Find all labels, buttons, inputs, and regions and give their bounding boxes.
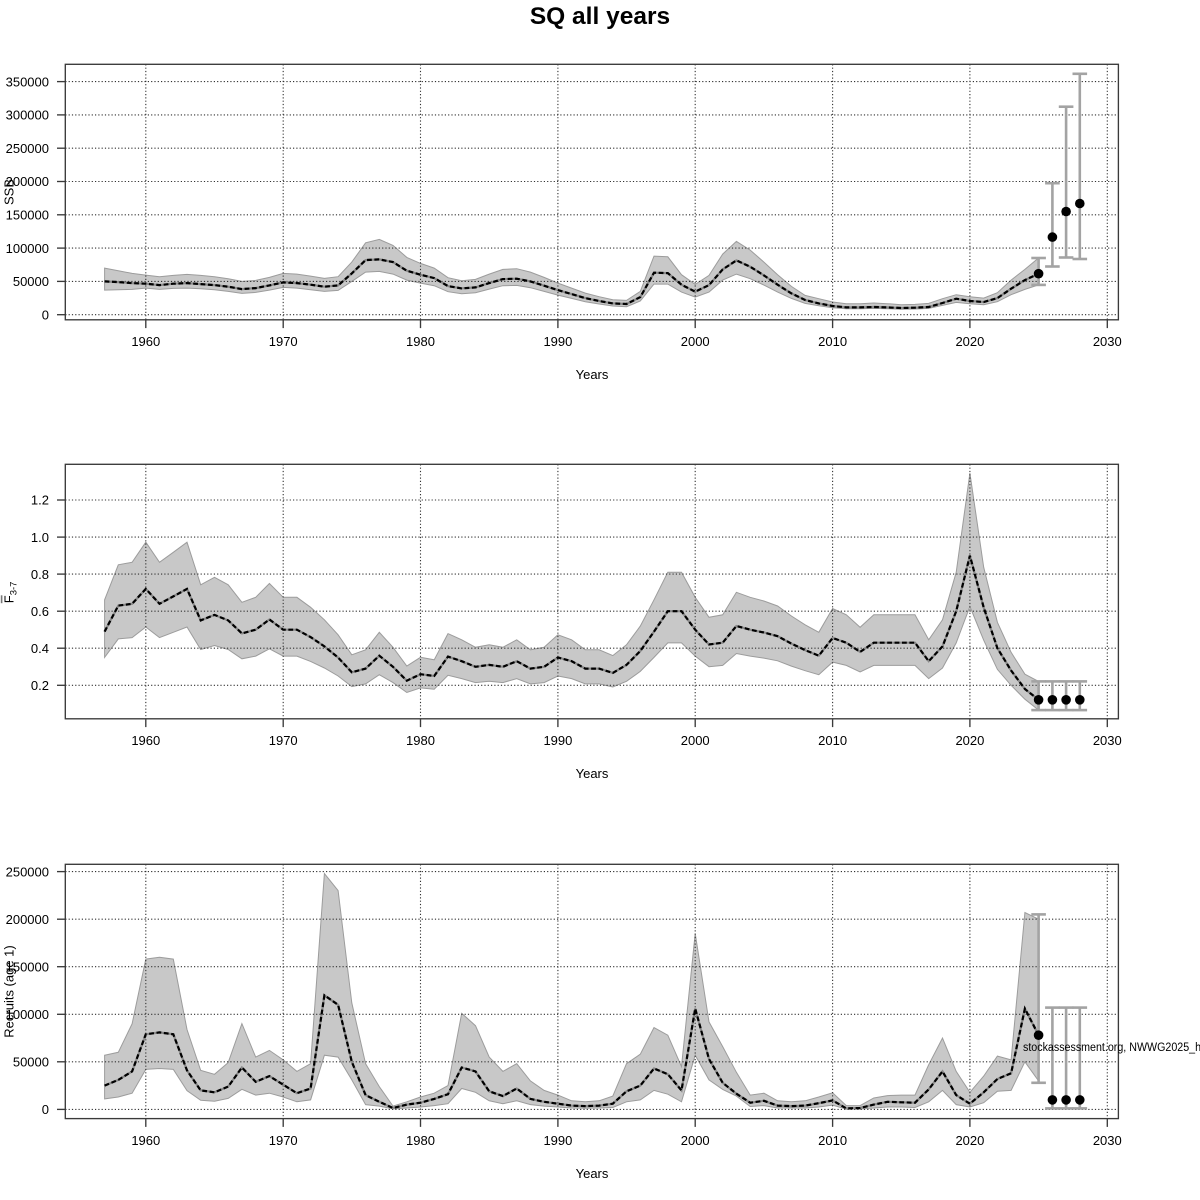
svg-text:2020: 2020: [955, 1133, 984, 1148]
svg-text:1960: 1960: [131, 334, 160, 349]
svg-text:2000: 2000: [681, 334, 710, 349]
svg-text:2020: 2020: [955, 733, 984, 748]
svg-text:2030: 2030: [1093, 733, 1122, 748]
svg-text:1980: 1980: [406, 733, 435, 748]
svg-text:200000: 200000: [6, 174, 49, 189]
svg-text:350000: 350000: [6, 74, 49, 89]
svg-text:250000: 250000: [6, 141, 49, 156]
svg-text:1980: 1980: [406, 1133, 435, 1148]
svg-text:0.8: 0.8: [31, 567, 49, 582]
svg-text:2030: 2030: [1093, 1133, 1122, 1148]
svg-text:SSB: SSB: [1, 179, 16, 205]
svg-text:0.4: 0.4: [31, 641, 49, 656]
svg-text:2000: 2000: [681, 1133, 710, 1148]
svg-text:1970: 1970: [269, 733, 298, 748]
svg-text:1970: 1970: [269, 1133, 298, 1148]
svg-text:2000: 2000: [681, 733, 710, 748]
svg-text:150000: 150000: [6, 959, 49, 974]
svg-text:100000: 100000: [6, 241, 49, 256]
svg-text:Recruits (age 1): Recruits (age 1): [1, 945, 16, 1037]
svg-text:0.6: 0.6: [31, 604, 49, 619]
svg-text:1960: 1960: [131, 1133, 160, 1148]
svg-text:2010: 2010: [818, 334, 847, 349]
svg-text:100000: 100000: [6, 1007, 49, 1022]
svg-text:stockassessment.org, NWWG2025_: stockassessment.org, NWWG2025_ha: [1023, 1042, 1200, 1054]
svg-text:Years: Years: [576, 1166, 609, 1181]
svg-text:1970: 1970: [269, 334, 298, 349]
svg-text:0: 0: [42, 307, 49, 322]
svg-text:1960: 1960: [131, 733, 160, 748]
svg-text:Years: Years: [576, 367, 609, 382]
svg-text:0.2: 0.2: [31, 678, 49, 693]
svg-text:1990: 1990: [543, 334, 572, 349]
svg-text:2010: 2010: [818, 733, 847, 748]
svg-text:300000: 300000: [6, 108, 49, 123]
svg-text:250000: 250000: [6, 864, 49, 879]
svg-text:50000: 50000: [13, 274, 49, 289]
svg-text:Years: Years: [576, 766, 609, 781]
svg-text:1990: 1990: [543, 733, 572, 748]
svg-text:50000: 50000: [13, 1055, 49, 1070]
svg-text:SQ all years: SQ all years: [530, 3, 670, 30]
svg-text:2010: 2010: [818, 1133, 847, 1148]
svg-text:1980: 1980: [406, 334, 435, 349]
svg-text:2030: 2030: [1093, 334, 1122, 349]
svg-text:1.0: 1.0: [31, 530, 49, 545]
svg-text:0: 0: [42, 1102, 49, 1117]
svg-text:2020: 2020: [955, 334, 984, 349]
svg-text:150000: 150000: [6, 208, 49, 223]
svg-text:200000: 200000: [6, 912, 49, 927]
svg-text:1.2: 1.2: [31, 493, 49, 508]
svg-text:1990: 1990: [543, 1133, 572, 1148]
